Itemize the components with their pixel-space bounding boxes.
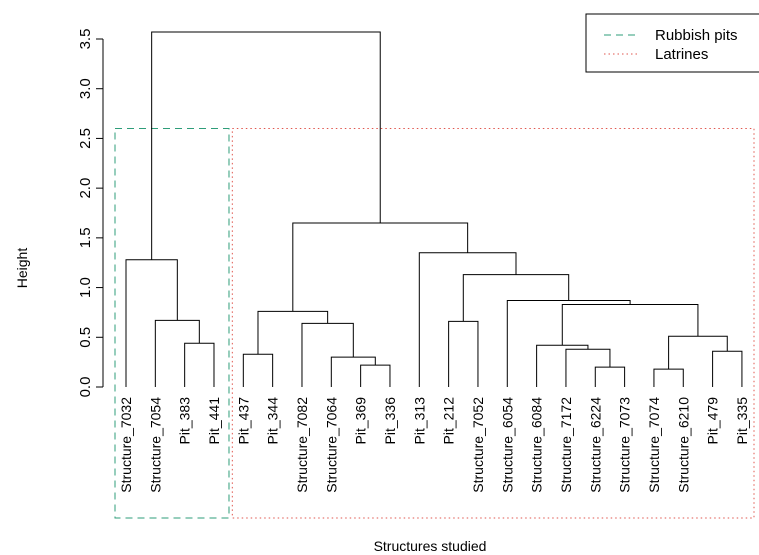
leaf-label-pit-441: Pit_441: [206, 397, 222, 445]
leaf-label-structure-6224: Structure_6224: [587, 397, 603, 493]
y-tick-label: 0.5: [77, 327, 94, 348]
leaf-label-pit-335: Pit_335: [734, 397, 750, 445]
leaf-label-structure-6084: Structure_6084: [529, 397, 545, 493]
dendrogram-link: [594, 366, 626, 387]
y-tick-label: 1.0: [77, 277, 94, 298]
y-tick-label: 1.5: [77, 227, 94, 248]
leaf-label-pit-437: Pit_437: [235, 397, 251, 445]
leaf-label-pit-479: Pit_479: [705, 397, 721, 445]
leaf-label-structure-7082: Structure_7082: [294, 397, 310, 493]
dendrogram-link: [712, 350, 743, 387]
dendrogram-link: [448, 320, 479, 387]
leaf-label-structure-7032: Structure_7032: [118, 397, 134, 493]
legend-box: [585, 13, 759, 73]
dendrogram-link: [292, 222, 469, 312]
dendrogram-link: [257, 310, 329, 355]
legend-label-latrines: Latrines: [655, 46, 708, 63]
dendrogram-link: [668, 335, 728, 370]
legend-label-rubbish-pits: Rubbish pits: [655, 27, 738, 44]
y-axis: 0.0 0.5 1.0 1.5 2.0 2.5 3.0 3.5: [77, 29, 104, 398]
dendrogram-link: [301, 322, 354, 387]
leaf-label-pit-313: Pit_313: [411, 397, 427, 445]
dendrogram-link: [462, 274, 570, 322]
leaf-label-structure-7054: Structure_7054: [147, 397, 163, 493]
leaf-label-pit-369: Pit_369: [353, 397, 369, 445]
group-box-latrines: [231, 127, 755, 519]
y-tick-label: 2.5: [77, 128, 94, 149]
dendrogram-link: [536, 344, 589, 387]
dendrogram-link: [184, 342, 215, 387]
leaf-label-pit-344: Pit_344: [265, 397, 281, 445]
leaf-label-structure-6210: Structure_6210: [675, 397, 691, 493]
dendrogram-link: [151, 31, 381, 260]
y-axis-title: Height: [14, 248, 30, 289]
y-tick-label: 0.0: [77, 377, 94, 398]
leaf-label-pit-383: Pit_383: [177, 397, 193, 445]
dendrogram-link: [565, 348, 611, 387]
y-tick-label: 3.5: [77, 29, 94, 50]
group-boxes: [114, 127, 755, 519]
dendrogram-link: [506, 299, 631, 387]
dendrogram-link: [154, 319, 200, 387]
dendrogram-link: [360, 364, 391, 387]
leaf-labels: Structure_7032 Structure_7054 Pit_383 Pit_4…: [118, 397, 750, 493]
leaf-label-structure-6054: Structure_6054: [499, 397, 515, 493]
dendrogram-link: [125, 259, 178, 387]
y-tick-label: 2.0: [77, 178, 94, 199]
leaf-label-structure-7172: Structure_7172: [558, 397, 574, 493]
dendrogram-links: [125, 31, 743, 387]
leaf-label-pit-212: Pit_212: [441, 397, 457, 445]
dendrogram-link: [242, 353, 274, 387]
leaf-label-pit-336: Pit_336: [382, 397, 398, 445]
leaf-label-structure-7052: Structure_7052: [470, 397, 486, 493]
dendrogram-link: [330, 356, 376, 387]
legend: Rubbish pits Latrines: [585, 13, 759, 73]
x-axis-title: Structures studied: [374, 538, 487, 554]
dendrogram-link: [418, 252, 517, 387]
dendrogram-link: [653, 368, 684, 387]
y-tick-label: 3.0: [77, 78, 94, 99]
leaf-label-structure-7064: Structure_7064: [323, 397, 339, 493]
leaf-label-structure-7074: Structure_7074: [646, 397, 662, 493]
dendrogram-link: [561, 303, 699, 346]
leaf-label-structure-7073: Structure_7073: [617, 397, 633, 493]
